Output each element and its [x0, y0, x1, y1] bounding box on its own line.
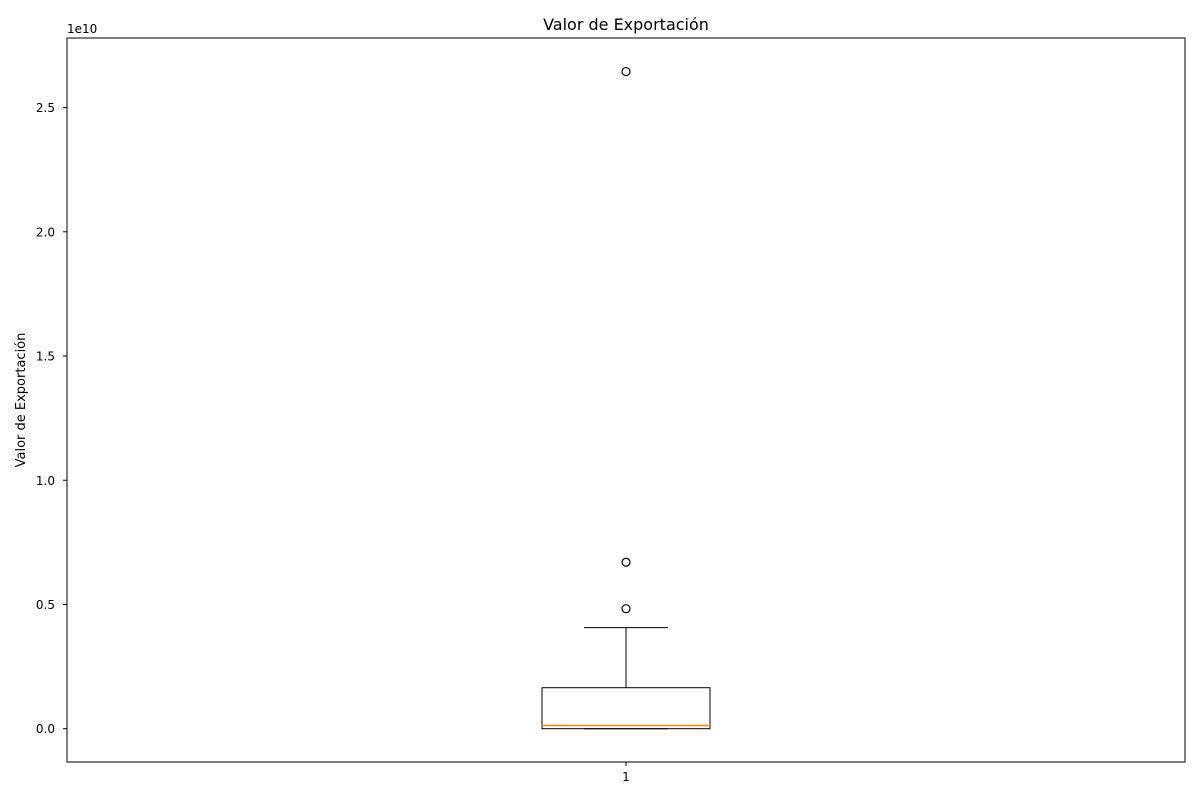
plot-frame: [66, 37, 1186, 763]
x-tick-label: 1: [622, 770, 630, 784]
y-tick-label: 0.0: [36, 722, 55, 736]
y-tick-label: 1.0: [36, 474, 55, 488]
chart-title: Valor de Exportación: [543, 15, 709, 34]
outlier-point: [621, 66, 631, 77]
y-tick-label: 2.5: [36, 101, 55, 115]
y-axis-offset-label: 1e10: [67, 22, 97, 36]
y-tick-label: 0.5: [36, 598, 55, 612]
y-tick-label: 2.0: [36, 225, 55, 239]
y-tick-label: 1.5: [36, 350, 55, 364]
y-axis-label: Valor de Exportación: [14, 333, 29, 468]
outlier-point: [621, 604, 631, 614]
outlier-point: [621, 557, 631, 567]
box: [541, 687, 711, 730]
